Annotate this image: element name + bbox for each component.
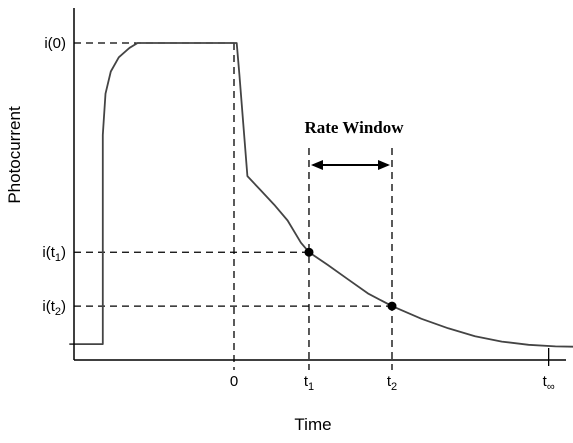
t1-point [304,247,314,257]
rate-window [310,160,390,170]
rate-window-arrowhead-right [378,160,390,170]
y-tick-close: ) [61,298,66,315]
x-tick-base: t [543,373,548,390]
t2-point [387,301,397,311]
y-tick-base: i(t [42,298,55,315]
x-tick-label-1: t1 [304,373,314,393]
y-tick-label-0: i(0) [44,35,66,52]
photocurrent-line [69,42,573,348]
x-tick-label-0: 0 [230,373,238,390]
x-tick-base: 0 [230,373,238,390]
tick-labels: 0 t1 t2 t∞i(0)i(t1)i(t2) [42,35,554,393]
x-tick-base: t [387,373,392,390]
axes [73,8,566,361]
rate-window-label: Rate Window [304,118,404,137]
y-tick-base: i(t [42,244,55,261]
y-tick-close: ) [61,244,66,261]
x-tick-sub: ∞ [547,381,555,393]
y-axis-label: Photocurrent [5,106,24,204]
y-tick-sub: 1 [55,252,61,264]
x-axis-label: Time [294,415,331,434]
x-tick-sub: 1 [308,381,314,393]
y-tick-label-2: i(t2) [42,298,66,318]
marked-points [304,247,397,311]
x-tick-base: t [304,373,309,390]
rate-window-arrowhead-left [310,160,323,170]
y-tick-sub: 2 [55,306,61,318]
y-tick-label-1: i(t1) [42,244,66,264]
series-curve [69,42,573,348]
guide-lines [74,42,550,370]
x-tick-sub: 2 [391,381,397,393]
x-tick-label-2: t2 [387,373,397,393]
x-tick-label-3: t∞ [543,373,555,393]
